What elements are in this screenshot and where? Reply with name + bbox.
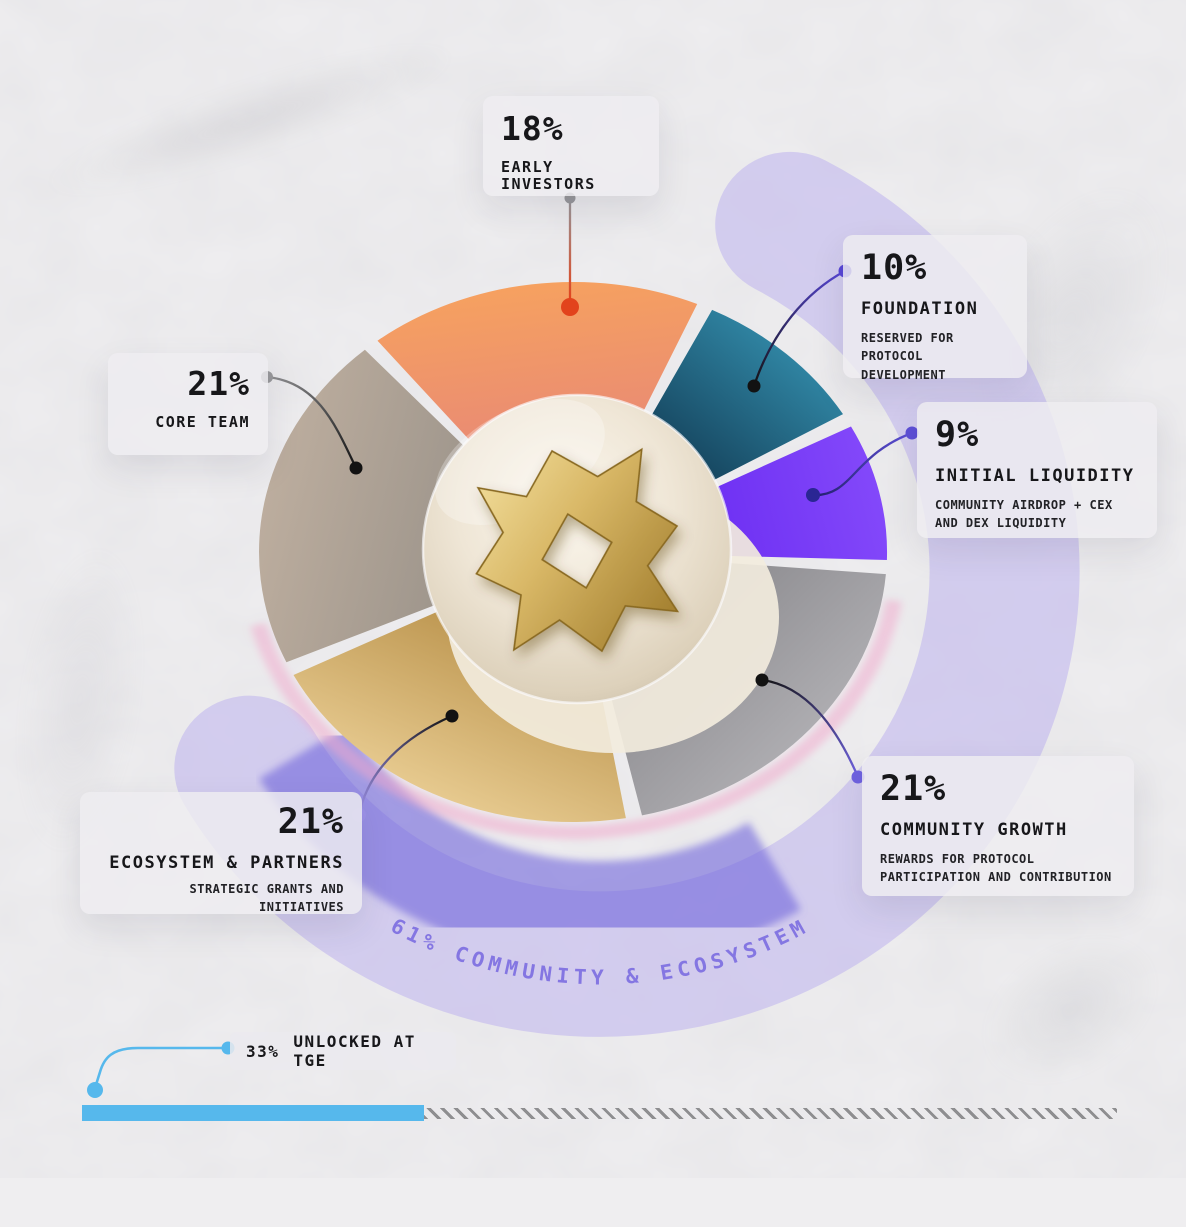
- segment-core-team: [259, 349, 474, 663]
- tge-percent: 33%: [246, 1041, 280, 1061]
- segment-percent: 21%: [277, 802, 344, 842]
- connector-dot: [87, 1082, 103, 1098]
- segment-initial-liquidity: [705, 426, 888, 560]
- tge-unlocked-card: 33% UNLOCKED AT TGE: [230, 1032, 456, 1070]
- segment-description: REWARDS FOR PROTOCOL PARTICIPATION AND C…: [880, 851, 1112, 885]
- segment-name: INITIAL LIQUIDITY: [935, 466, 1135, 486]
- connector-dot: [806, 488, 820, 502]
- connector-dot: [349, 461, 363, 475]
- segment-ecosystem-partners: [293, 610, 626, 823]
- callout-ecosystem-partners: 21% ECOSYSTEM & PARTNERS STRATEGIC GRANT…: [80, 792, 362, 914]
- segment-description: COMMUNITY AIRDROP + CEX AND DEX LIQUIDIT…: [935, 497, 1113, 531]
- callout-connectors: [93, 198, 914, 1090]
- segment-percent: 18%: [501, 109, 564, 148]
- connector-dot: [445, 709, 459, 723]
- connector-dot: [747, 379, 761, 393]
- connector-dot: [905, 426, 919, 440]
- segment-name: CORE TEAM: [155, 413, 250, 431]
- connector-tge: [93, 1046, 230, 1090]
- segment-percent: 9%: [935, 415, 980, 455]
- segment-description: STRATEGIC GRANTS AND INITIATIVES: [189, 881, 344, 915]
- connector-initial-liquidity: [811, 431, 914, 497]
- tge-label: UNLOCKED AT TGE: [293, 1032, 416, 1070]
- connector-dot: [851, 770, 865, 784]
- pink-glow-rim: [250, 599, 902, 840]
- connector-foundation: [752, 269, 847, 388]
- tge-progress-track: [82, 1105, 1117, 1121]
- callout-core-team: 21% CORE TEAM: [108, 353, 268, 455]
- chart-canvas: 61% COMMUNITY & ECOSYSTEM: [0, 0, 1186, 1178]
- callout-community-growth: 21% COMMUNITY GROWTH REWARDS FOR PROTOCO…: [862, 756, 1134, 896]
- connector-dot: [561, 298, 579, 316]
- callout-initial-liquidity: 9% INITIAL LIQUIDITY COMMUNITY AIRDROP +…: [917, 402, 1157, 538]
- tge-progress-fill: [82, 1105, 424, 1121]
- gold-emblem-icon: [475, 447, 680, 653]
- segment-foundation: [639, 309, 843, 487]
- callout-early-investors: 18% EARLY INVESTORS: [483, 96, 659, 196]
- segment-percent: 21%: [880, 769, 947, 809]
- segment-name: COMMUNITY GROWTH: [880, 820, 1068, 840]
- segment-percent: 10%: [861, 248, 928, 288]
- callout-foundation: 10% FOUNDATION RESERVED FOR PROTOCOL DEV…: [843, 235, 1027, 382]
- tge-progress-locked-hatch: [423, 1108, 1117, 1119]
- center-sphere: [421, 393, 733, 705]
- connector-ecosystem-partners: [357, 714, 454, 817]
- connector-core-team: [265, 375, 358, 470]
- segment-description: RESERVED FOR PROTOCOL DEVELOPMENT: [861, 330, 954, 382]
- segment-percent: 21%: [187, 364, 250, 403]
- segment-name: EARLY INVESTORS: [501, 158, 596, 194]
- connector-dot: [755, 673, 769, 687]
- connector-community-growth: [760, 678, 860, 779]
- segment-name: FOUNDATION: [861, 299, 979, 319]
- segment-name: ECOSYSTEM & PARTNERS: [109, 853, 344, 873]
- glass-sphere: [421, 393, 733, 705]
